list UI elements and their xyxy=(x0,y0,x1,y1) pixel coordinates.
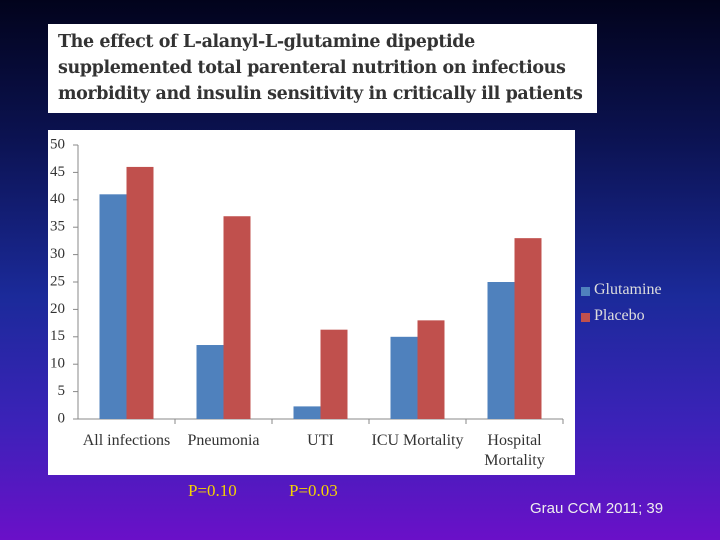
y-tick-label: 40 xyxy=(50,191,65,207)
bar xyxy=(223,216,251,419)
bar xyxy=(417,320,445,419)
bar xyxy=(390,336,418,419)
y-tick-label: 5 xyxy=(58,383,66,399)
x-tick-label: All infections xyxy=(82,432,171,449)
legend-label: Placebo xyxy=(594,307,645,324)
bar xyxy=(320,329,348,419)
chart-title: The effect of L-alanyl-L-glutamine dipep… xyxy=(58,32,583,104)
annotation: P=0.03 xyxy=(289,481,338,500)
y-tick-label: 0 xyxy=(58,410,66,426)
y-tick-label: 25 xyxy=(50,273,65,289)
bar xyxy=(293,406,321,419)
legend-swatch xyxy=(581,287,590,296)
y-tick-label: 20 xyxy=(50,301,65,317)
bar xyxy=(514,238,542,419)
source: Grau CCM 2011; 39 xyxy=(530,500,664,517)
y-tick-label: 30 xyxy=(50,246,65,262)
y-tick-label: 35 xyxy=(50,219,65,235)
legend-swatch xyxy=(581,313,590,322)
y-tick-label: 15 xyxy=(50,328,65,344)
bar xyxy=(196,345,224,419)
y-tick-label: 45 xyxy=(50,164,65,180)
x-tick-label: UTI xyxy=(307,432,334,449)
y-tick-label: 50 xyxy=(50,136,65,152)
bar xyxy=(126,166,154,419)
bar xyxy=(487,282,515,419)
x-tick-label: Pneumonia xyxy=(187,432,260,449)
bar xyxy=(99,194,127,419)
x-tick-label: Hospital Mortality xyxy=(484,432,545,469)
x-tick-label: ICU Mortality xyxy=(371,432,464,449)
legend-label: Glutamine xyxy=(594,281,662,298)
y-tick-label: 10 xyxy=(50,356,65,372)
annotation: P=0.10 xyxy=(188,481,237,500)
title-box: The effect of L-alanyl-L-glutamine dipep… xyxy=(48,24,597,113)
